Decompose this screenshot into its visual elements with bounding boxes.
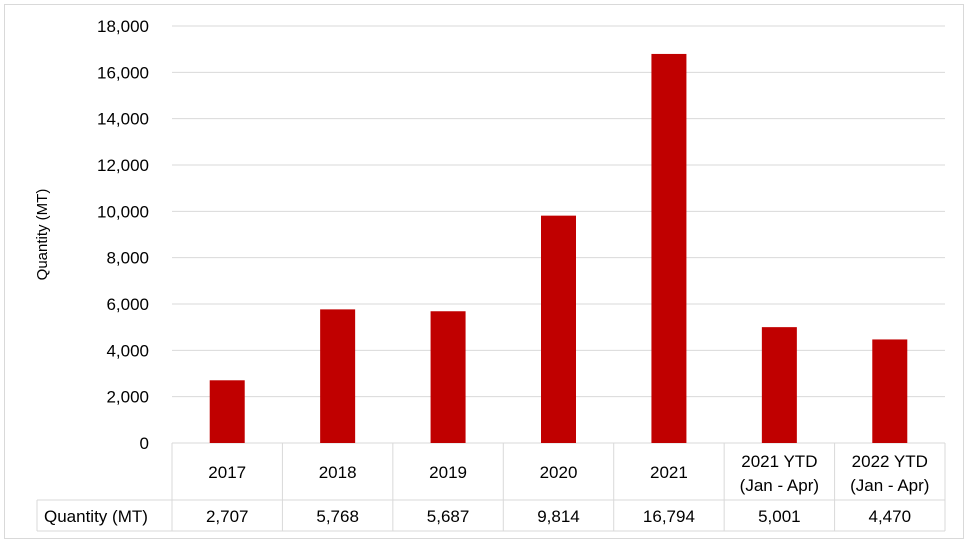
y-tick-label: 16,000 — [97, 63, 149, 82]
y-tick-label: 14,000 — [97, 110, 149, 129]
y-tick-label: 4,000 — [106, 341, 149, 360]
x-category-label: 2018 — [319, 463, 357, 482]
x-category-label: 2021 YTD — [741, 452, 817, 471]
bar — [651, 53, 687, 444]
y-tick-label: 8,000 — [106, 249, 149, 268]
bar — [872, 339, 908, 443]
bar — [541, 215, 576, 443]
y-tick-label: 18,000 — [97, 17, 149, 36]
data-label: 4,470 — [869, 507, 912, 526]
data-label: 5,687 — [427, 507, 470, 526]
bar — [209, 380, 245, 443]
y-tick-label: 0 — [140, 434, 149, 453]
y-tick-label: 2,000 — [106, 388, 149, 407]
x-category-label: 2022 YTD — [852, 452, 928, 471]
data-label: 16,794 — [643, 507, 695, 526]
y-tick-label: 12,000 — [97, 156, 149, 175]
y-tick-label: 6,000 — [106, 295, 149, 314]
bar — [320, 309, 356, 443]
chart-frame — [4, 4, 964, 539]
bar — [761, 327, 797, 443]
x-category-label: 2019 — [429, 463, 467, 482]
data-label: 2,707 — [206, 507, 249, 526]
table-series-label: Quantity (MT) — [44, 507, 148, 526]
x-category-label: (Jan - Apr) — [850, 476, 929, 495]
data-label: 5,768 — [316, 507, 359, 526]
data-label: 5,001 — [758, 507, 801, 526]
x-category-label: 2021 — [650, 463, 688, 482]
x-category-label: 2020 — [540, 463, 578, 482]
bar — [430, 311, 466, 443]
y-axis-label: Quantity (MT) — [34, 189, 51, 281]
data-label: 9,814 — [537, 507, 580, 526]
y-tick-label: 10,000 — [97, 202, 149, 221]
x-category-label: (Jan - Apr) — [740, 476, 819, 495]
x-category-label: 2017 — [208, 463, 246, 482]
